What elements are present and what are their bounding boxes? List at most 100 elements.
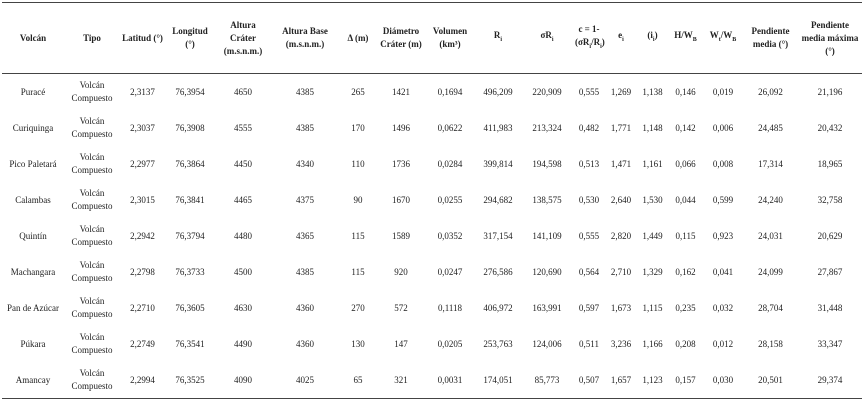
table-cell: Amancay — [15, 374, 51, 385]
table-cell: 1,329 — [642, 266, 663, 277]
table-cell: 2,2977 — [130, 158, 155, 169]
header-text: Tipo — [83, 32, 101, 43]
table-cell: 2,710 — [610, 266, 632, 277]
table-cell: 0,555 — [578, 230, 600, 241]
table-cell: 2,2994 — [130, 374, 155, 385]
table-cell: 4365 — [296, 230, 314, 241]
table-cell: 0,507 — [578, 374, 600, 385]
table-header: Volcán Tipo Latitud (°) Longitud (°) Altura … — [2, 2, 862, 74]
table-cell: 76,3908 — [175, 122, 205, 133]
table-cell: 270 — [351, 302, 365, 313]
table-cell: Puracé — [20, 86, 46, 97]
table-cell: 0,0284 — [437, 158, 463, 169]
table-cell: 2,3037 — [130, 122, 155, 133]
table-cell: 1,148 — [642, 122, 663, 133]
table-cell: 130 — [351, 338, 365, 349]
table-cell: 0,162 — [675, 266, 696, 277]
table-cell: 124,006 — [532, 338, 562, 349]
table-cell: 0,0247 — [437, 266, 463, 277]
table-cell: 1670 — [392, 194, 410, 205]
table-row: Púkara Volcán Compuesto 2,2749 76,3541 4490 4… — [2, 326, 862, 362]
table-cell: 0,008 — [712, 158, 734, 169]
table-cell: 76,3525 — [175, 374, 205, 385]
table-cell: 4340 — [296, 158, 314, 169]
table-cell: 4555 — [234, 122, 252, 133]
table-cell: 4465 — [234, 194, 252, 205]
column-header: Diámetro Cráter (m) — [377, 3, 425, 74]
table-cell: 0,599 — [712, 194, 734, 205]
header-text: ) — [654, 30, 658, 41]
table-cell: 76,3954 — [175, 86, 205, 97]
table-cell: 0,012 — [712, 338, 734, 349]
table-cell: 4090 — [234, 374, 252, 385]
table-cell: 120,690 — [532, 266, 562, 277]
table-cell: 20,432 — [817, 122, 843, 133]
column-header: Pendiente media (°) — [743, 3, 798, 74]
header-subscript: B — [732, 36, 737, 43]
table-cell: 2,820 — [610, 230, 632, 241]
table-cell: 0,019 — [712, 86, 734, 97]
table-cell: 4450 — [234, 158, 252, 169]
table-cell: 163,991 — [532, 302, 562, 313]
table-cell: 85,773 — [534, 374, 560, 385]
column-header: (ii) — [637, 3, 668, 74]
table-cell: 26,092 — [758, 86, 783, 97]
table-cell: 4630 — [234, 302, 252, 313]
table-cell: Volcán Compuesto — [71, 116, 113, 139]
table-cell: 2,3015 — [130, 194, 155, 205]
table-cell: 2,2942 — [130, 230, 155, 241]
table-cell: 24,240 — [758, 194, 783, 205]
table-cell: 253,763 — [483, 338, 513, 349]
table-cell: 0,0031 — [437, 374, 463, 385]
table-cell: 0,0205 — [437, 338, 463, 349]
table-cell: 0,482 — [578, 122, 600, 133]
table-cell: Calambas — [15, 194, 51, 205]
table-cell: 0,564 — [578, 266, 600, 277]
table-cell: 0,146 — [675, 86, 696, 97]
table-cell: 76,3541 — [175, 338, 205, 349]
table-cell: Volcán Compuesto — [71, 260, 113, 283]
table-cell: 276,586 — [483, 266, 513, 277]
header-text: (i — [647, 30, 653, 41]
header-text: H/W — [674, 30, 693, 41]
table-cell: 76,3864 — [175, 158, 205, 169]
table-row: Pico Paletará Volcán Compuesto 2,2977 76,38… — [2, 146, 862, 182]
header-subscript: i — [589, 43, 592, 50]
table-cell: 399,814 — [483, 158, 513, 169]
table-cell: 2,3137 — [130, 86, 155, 97]
table-cell: 2,2749 — [130, 338, 155, 349]
table-cell: 141,109 — [532, 230, 562, 241]
table-cell: Volcán Compuesto — [71, 296, 113, 319]
header-text: Latitud (°) — [122, 32, 163, 43]
table-cell: 76,3841 — [175, 194, 205, 205]
table-cell: 2,640 — [610, 194, 632, 205]
table-cell: 220,909 — [532, 86, 562, 97]
table-cell: 29,374 — [817, 374, 843, 385]
header-subscript: t — [718, 36, 721, 43]
header-text: Altura Base (m.s.n.m.) — [282, 26, 328, 49]
table-cell: 76,3733 — [175, 266, 205, 277]
table-cell: 3,236 — [610, 338, 632, 349]
table-cell: 213,324 — [532, 122, 562, 133]
header-text: Volumen (km³) — [432, 26, 468, 49]
table-cell: 1,673 — [610, 302, 632, 313]
header-text: Altura Cráter (m.s.n.m.) — [223, 19, 263, 56]
table-cell: Volcán Compuesto — [71, 188, 113, 211]
table-cell: 0,0622 — [437, 122, 463, 133]
table-cell: 0,235 — [675, 302, 696, 313]
header-text: c = 1-(σR — [575, 23, 600, 47]
table-cell: 4490 — [234, 338, 252, 349]
header-text: σR — [540, 30, 552, 41]
header-text: Longitud (°) — [172, 26, 208, 49]
table-cell: 317,154 — [483, 230, 513, 241]
table-row: Puracé Volcán Compuesto 2,3137 76,3954 4650 4… — [2, 74, 862, 111]
header-text: /W — [720, 30, 733, 41]
table-cell: Volcán Compuesto — [71, 368, 113, 391]
table-cell: 1,123 — [642, 374, 663, 385]
table-cell: 28,704 — [758, 302, 783, 313]
table-cell: 1,657 — [610, 374, 632, 385]
column-header: Altura Base (m.s.n.m.) — [271, 3, 339, 74]
table-cell: 18,965 — [817, 158, 843, 169]
